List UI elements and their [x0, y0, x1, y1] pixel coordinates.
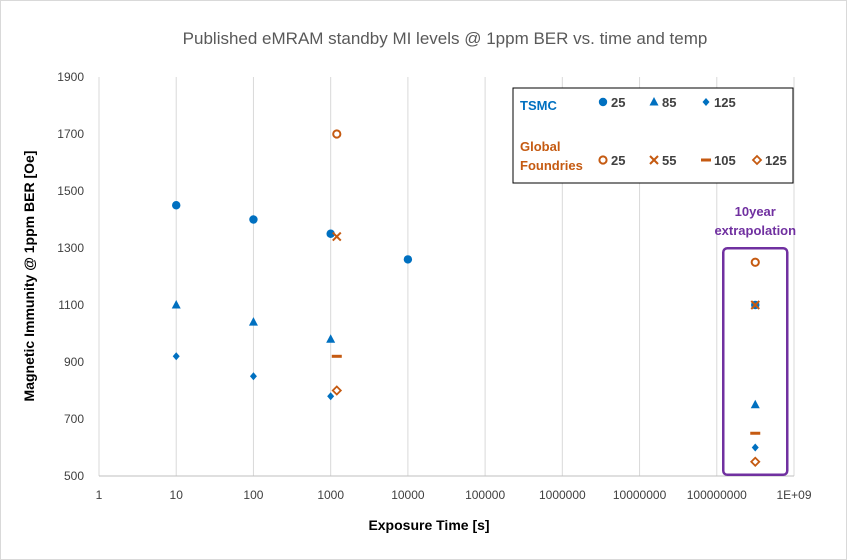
- point-tsmc-25: [249, 215, 258, 224]
- y-axis-ticks: 500 700 900 1100 1300 1500 1700 1900: [57, 70, 84, 483]
- y-tick-label: 700: [64, 412, 84, 426]
- y-tick-label: 1900: [57, 70, 84, 84]
- point-tsmc-85: [171, 300, 181, 309]
- legend-items: 25 85 125 25 55 105 125: [598, 95, 787, 168]
- point-global-foundries-55: [750, 300, 760, 310]
- legend-item-tsmc-125: 125: [702, 95, 736, 110]
- point-tsmc-85: [750, 399, 760, 409]
- x-tick-label: 1: [96, 488, 103, 502]
- legend-group-label-line: Foundries: [520, 158, 583, 173]
- y-axis-title: Magnetic Immunity @ 1ppm BER [Oe]: [21, 151, 37, 402]
- legend-label: 125: [765, 153, 787, 168]
- y-tick-label: 900: [64, 355, 84, 369]
- annotation-extrapolation: extrapolation: [714, 223, 796, 238]
- legend-label: 125: [714, 95, 736, 110]
- x-tick-label: 1E+09: [776, 488, 811, 502]
- y-tick-label: 1300: [57, 241, 84, 255]
- legend-group-tsmc: TSMC: [520, 98, 557, 113]
- point-tsmc-125: [172, 352, 180, 361]
- legend-item-global-foundries-55: 55: [649, 153, 676, 168]
- legend-marker: [598, 97, 608, 107]
- point-tsmc-125: [751, 443, 759, 452]
- legend-item-tsmc-85: 85: [649, 95, 676, 110]
- point-tsmc-25: [403, 255, 413, 264]
- legend-marker: [702, 98, 710, 106]
- x-axis-title: Exposure Time [s]: [368, 517, 489, 533]
- point-global-foundries-105: [750, 431, 761, 435]
- legend-marker: [649, 155, 659, 165]
- x-tick-label: 100000: [465, 488, 505, 502]
- y-tick-label: 500: [64, 469, 84, 483]
- x-tick-label: 10000000: [613, 488, 667, 502]
- extrapolation-outline: [722, 247, 789, 476]
- point-global-foundries-55: [332, 231, 342, 242]
- x-axis-ticks: 1 10 100 1000 10000 100000 1000000 10000000 1000…: [96, 488, 812, 502]
- x-tick-label: 10: [170, 488, 184, 502]
- legend-marker: [751, 154, 763, 166]
- chart-title: Published eMRAM standby MI levels @ 1ppm…: [183, 29, 708, 48]
- point-tsmc-25: [172, 201, 181, 210]
- legend-group-global-foundries: Global Foundries: [520, 139, 583, 173]
- legend: TSMC Global Foundries 25 85 125 25 55 105 125: [512, 87, 794, 184]
- legend-label: 105: [714, 153, 736, 168]
- x-tick-label: 10000: [391, 488, 425, 502]
- y-tick-label: 1500: [57, 184, 84, 198]
- annotation-10year: 10year: [735, 204, 776, 219]
- point-global-foundries-25: [750, 257, 760, 267]
- legend-label: 55: [662, 153, 676, 168]
- x-tick-label: 1000: [317, 488, 344, 502]
- point-tsmc-85: [248, 317, 258, 326]
- legend-item-tsmc-25: 25: [598, 95, 625, 110]
- legend-label: 25: [611, 153, 625, 168]
- data-points: [171, 129, 761, 468]
- legend-group-label-line: Global: [520, 139, 560, 154]
- point-global-foundries-105: [331, 354, 342, 358]
- x-tick-label: 100: [243, 488, 263, 502]
- point-global-foundries-125: [331, 385, 343, 396]
- legend-marker: [701, 158, 711, 162]
- y-tick-label: 1100: [58, 298, 84, 312]
- x-tick-label: 100000000: [687, 488, 747, 502]
- point-global-foundries-125: [749, 456, 761, 468]
- x-tick-label: 1000000: [539, 488, 586, 502]
- point-tsmc-85: [326, 334, 336, 343]
- point-tsmc-125: [249, 372, 257, 381]
- legend-item-global-foundries-125: 125: [751, 153, 787, 168]
- legend-marker: [598, 155, 608, 165]
- legend-marker: [649, 97, 659, 106]
- extrapolation-box: [722, 247, 789, 476]
- point-tsmc-125: [327, 392, 335, 401]
- legend-item-global-foundries-105: 105: [701, 153, 736, 168]
- y-tick-label: 1700: [57, 127, 84, 141]
- legend-item-global-foundries-25: 25: [598, 153, 625, 168]
- point-tsmc-25: [326, 229, 335, 238]
- legend-label: 85: [662, 95, 676, 110]
- legend-label: 25: [611, 95, 625, 110]
- point-global-foundries-25: [332, 129, 342, 139]
